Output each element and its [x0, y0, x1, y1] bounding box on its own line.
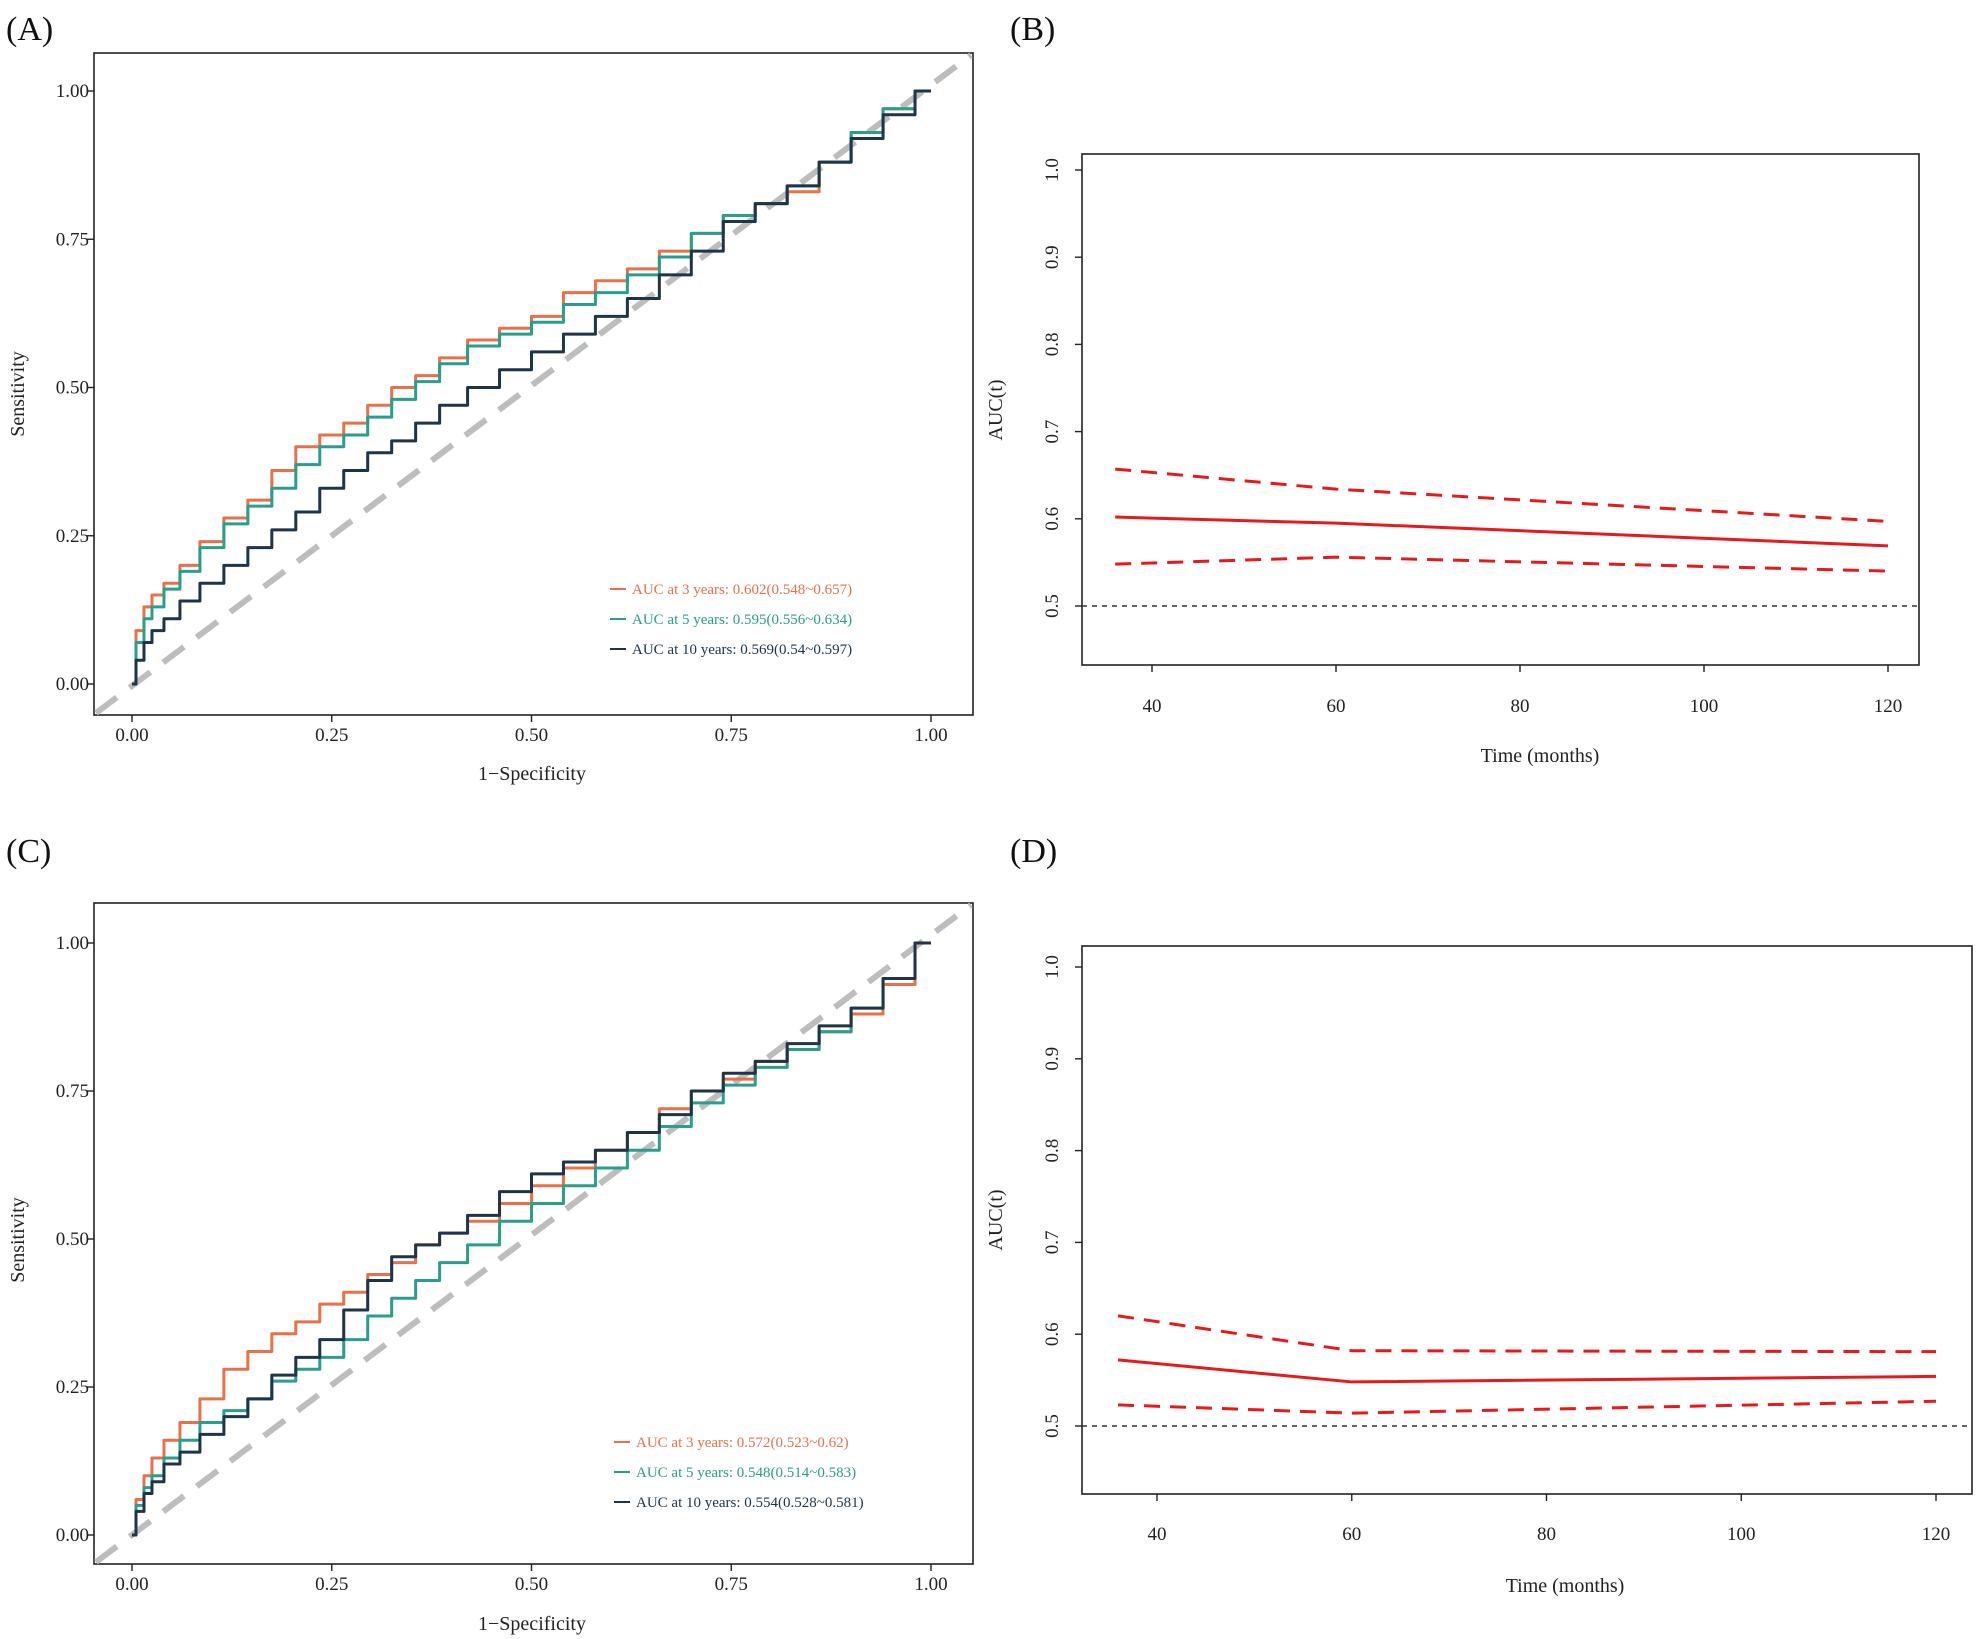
y-tick-label: 1.0: [1042, 158, 1063, 182]
x-tick-label: 0.25: [315, 725, 348, 746]
ci-line: [1117, 1399, 1937, 1415]
y-tick-label: 0.9: [1042, 245, 1063, 269]
x-tick-label: 0.75: [715, 725, 748, 746]
y-tick-label: 0.6: [1042, 507, 1063, 531]
y-tick-label: 0.50: [56, 378, 89, 399]
y-tick-label: 0.75: [56, 1081, 89, 1102]
y-tick-label: 1.00: [56, 81, 89, 102]
panel-b: (B) 40 60 80 100 120 0.5 0.6 0.7 0.8 0.9 1.0 Time (m…: [985, 11, 1920, 767]
y-tick-label: 1.0: [1042, 955, 1063, 979]
y-tick-label: 0.6: [1042, 1322, 1063, 1346]
x-tick-label: 60: [1342, 1524, 1361, 1545]
x-axis-title: Time (months): [1481, 745, 1600, 767]
x-tick-label: 40: [1148, 1524, 1167, 1545]
x-tick-label: 80: [1511, 696, 1530, 717]
x-tick-label: 0.75: [715, 1574, 748, 1595]
y-axis-title: Sensitivity: [7, 351, 29, 437]
x-tick-label: 1.00: [914, 1574, 947, 1595]
roc-curve-auc10: [132, 941, 931, 1537]
x-axis-title: Time (months): [1506, 1575, 1625, 1597]
diagonal-reference-line: [94, 902, 973, 1565]
plot-frame: [1081, 153, 1920, 666]
y-tick-label: 0.8: [1042, 333, 1063, 357]
ci-line: [1117, 1314, 1937, 1354]
legend-entry: AUC at 10 years: 0.554(0.528~0.581): [636, 1495, 864, 1511]
x-tick-label: 0.00: [115, 725, 148, 746]
y-tick-label: 0.7: [1042, 420, 1063, 444]
y-axis-title: AUC(t): [985, 379, 1007, 440]
plot-frame: [93, 52, 974, 716]
legend-entry: AUC at 5 years: 0.548(0.514~0.583): [636, 1465, 856, 1481]
x-tick-label: 0.25: [315, 1574, 348, 1595]
ci-line: [1115, 555, 1889, 573]
auc-line: [1115, 515, 1889, 548]
x-tick-label: 60: [1327, 696, 1346, 717]
x-tick-label: 100: [1727, 1524, 1756, 1545]
x-tick-label: 120: [1922, 1524, 1951, 1545]
y-tick-label: 0.8: [1042, 1139, 1063, 1163]
legend-entry: AUC at 5 years: 0.595(0.556~0.634): [632, 612, 852, 628]
plot-frame: [1081, 945, 1973, 1495]
legend: AUC at 3 years: 0.572(0.523~0.62) AUC at …: [614, 1435, 864, 1511]
y-axis-title: Sensitivity: [7, 1197, 29, 1283]
x-axis-title: 1−Specificity: [478, 1613, 586, 1635]
panel-a: (A) 0.00 0.25 0.50 0.75 1.00 0.00 0.25 0.50 0.75 1…: [6, 11, 974, 785]
x-tick-label: 0.50: [515, 1574, 548, 1595]
plot-frame: [93, 902, 974, 1565]
x-tick-label: 0.00: [115, 1574, 148, 1595]
x-tick-label: 120: [1874, 696, 1903, 717]
panel-c: (C) 0.00 0.25 0.50 0.75 1.00 0.00 0.25 0.50 0.75 1…: [6, 833, 974, 1635]
y-tick-label: 0.00: [56, 674, 89, 695]
panel-label: (A): [6, 11, 53, 48]
diagonal-reference-line: [94, 52, 973, 716]
y-axis-title: AUC(t): [985, 1189, 1007, 1250]
y-tick-label: 0.25: [56, 1377, 89, 1398]
y-tick-label: 0.5: [1042, 1414, 1063, 1438]
ci-line: [1115, 467, 1889, 523]
roc-curve-auc10: [132, 89, 931, 686]
x-tick-label: 0.50: [515, 725, 548, 746]
y-tick-label: 0.5: [1042, 594, 1063, 618]
panel-label: (B): [1010, 11, 1055, 48]
legend-entry: AUC at 3 years: 0.572(0.523~0.62): [636, 1435, 849, 1451]
panel-label: (D): [1010, 833, 1057, 870]
y-tick-label: 1.00: [56, 933, 89, 954]
y-tick-label: 0.75: [56, 229, 89, 250]
y-tick-label: 0.25: [56, 526, 89, 547]
x-tick-label: 1.00: [914, 725, 947, 746]
auc-line: [1117, 1358, 1937, 1384]
panel-label: (C): [6, 833, 51, 870]
y-tick-label: 0.9: [1042, 1047, 1063, 1071]
y-tick-label: 0.7: [1042, 1231, 1063, 1255]
x-tick-label: 80: [1537, 1524, 1556, 1545]
y-tick-label: 0.00: [56, 1525, 89, 1546]
roc-curve-auc5: [132, 941, 931, 1537]
legend-entry: AUC at 3 years: 0.602(0.548~0.657): [632, 582, 852, 598]
legend-entry: AUC at 10 years: 0.569(0.54~0.597): [632, 642, 852, 658]
x-tick-label: 40: [1143, 696, 1162, 717]
legend: AUC at 3 years: 0.602(0.548~0.657) AUC at…: [610, 582, 852, 658]
y-tick-label: 0.50: [56, 1229, 89, 1250]
x-tick-label: 100: [1690, 696, 1719, 717]
panel-d: (D) 40 60 80 100 120 0.5 0.6 0.7 0.8 0.9 1.0 Time (m…: [985, 833, 1973, 1597]
x-axis-title: 1−Specificity: [478, 763, 586, 785]
